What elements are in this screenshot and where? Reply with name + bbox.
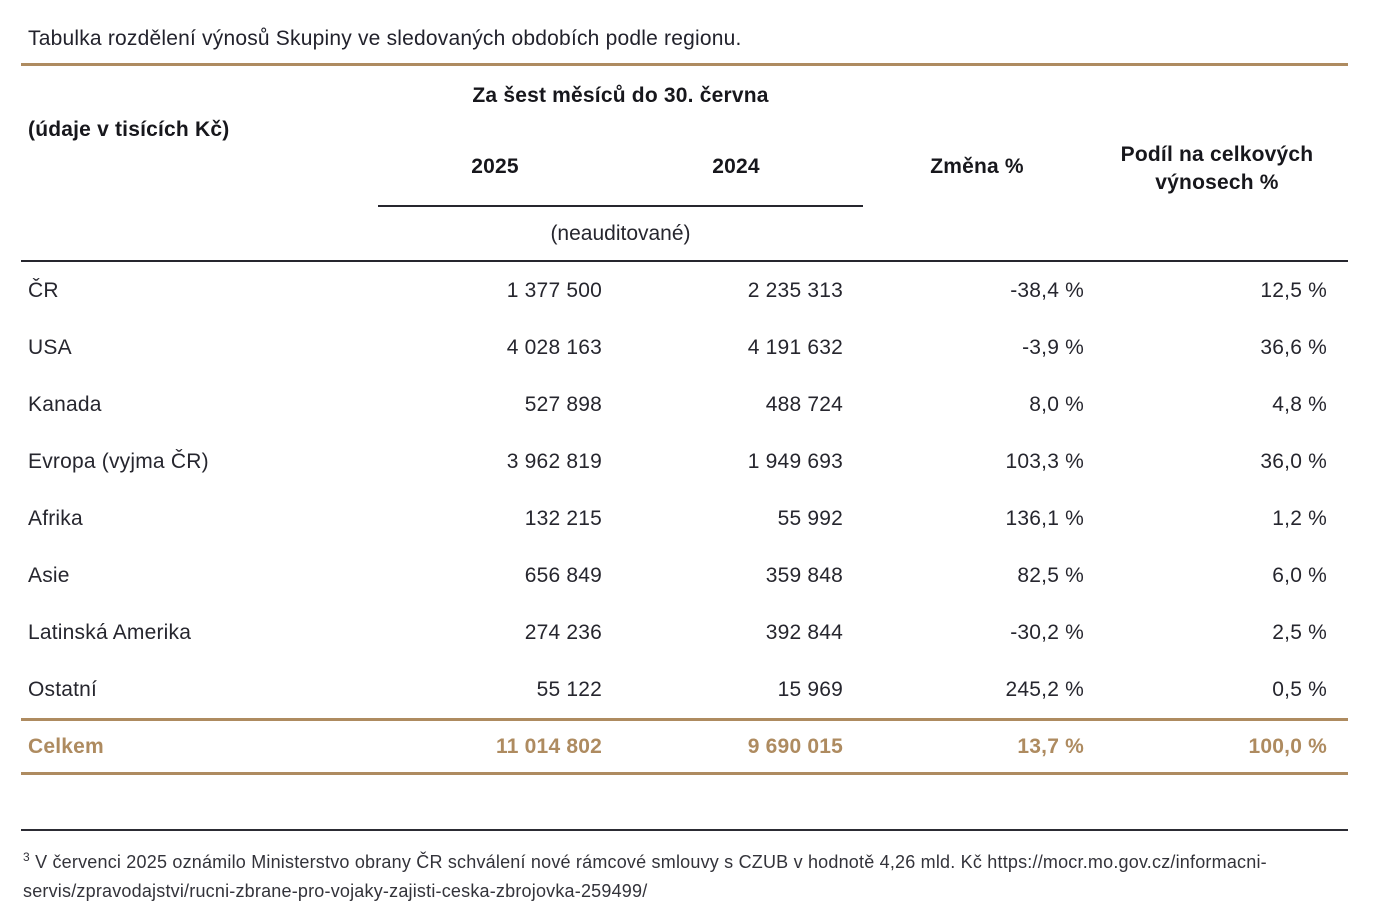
footnote: 3 V červenci 2025 oznámilo Ministerstvo … — [21, 843, 1348, 906]
value-2025-cell: 656 849 — [524, 563, 602, 587]
table-row: Asie 656 849 359 848 82,5 % 6,0 % — [21, 547, 1348, 604]
period-columns-underline — [378, 205, 863, 207]
region-cell: Asie — [28, 563, 70, 587]
value-2025-cell: 3 962 819 — [506, 449, 602, 473]
value-2025-cell: 132 215 — [524, 506, 602, 530]
units-label: (údaje v tisících Kč) — [28, 118, 230, 141]
change-cell: 82,5 % — [1017, 563, 1084, 587]
total-share-cell: 100,0 % — [1248, 734, 1327, 758]
table-caption: Tabulka rozdělení výnosů Skupiny ve sled… — [28, 27, 742, 50]
column-header-2025: 2025 — [471, 155, 519, 178]
region-cell: Afrika — [28, 506, 83, 530]
value-2025-cell: 527 898 — [524, 392, 602, 416]
value-2025-cell: 274 236 — [524, 620, 602, 644]
share-cell: 36,6 % — [1260, 335, 1327, 359]
period-header: Za šest měsíců do 30. června — [472, 84, 769, 107]
region-cell: Kanada — [28, 392, 102, 416]
share-cell: 6,0 % — [1272, 563, 1327, 587]
value-2024-cell: 55 992 — [777, 506, 843, 530]
table-row: ČR 1 377 500 2 235 313 -38,4 % 12,5 % — [21, 262, 1348, 319]
table-row: Ostatní 55 122 15 969 245,2 % 0,5 % — [21, 661, 1348, 718]
region-cell: Ostatní — [28, 677, 98, 701]
share-cell: 4,8 % — [1272, 392, 1327, 416]
total-2025-cell: 11 014 802 — [496, 734, 602, 758]
value-2025-cell: 1 377 500 — [506, 278, 602, 302]
total-2024-cell: 9 690 015 — [747, 734, 843, 758]
region-cell: Latinská Amerika — [28, 620, 192, 644]
table-row: Afrika 132 215 55 992 136,1 % 1,2 % — [21, 490, 1348, 547]
table-row: Kanada 527 898 488 724 8,0 % 4,8 % — [21, 376, 1348, 433]
column-header-2024: 2024 — [712, 155, 760, 178]
change-cell: 8,0 % — [1029, 392, 1084, 416]
share-cell: 2,5 % — [1272, 620, 1327, 644]
table-row: USA 4 028 163 4 191 632 -3,9 % 36,6 % — [21, 319, 1348, 376]
table-header: Za šest měsíců do 30. června (údaje v ti… — [21, 66, 1348, 260]
column-header-change: Změna % — [930, 155, 1024, 178]
table-row: Evropa (vyjma ČR) 3 962 819 1 949 693 10… — [21, 433, 1348, 490]
column-header-share: Podíl na celkových výnosech % — [1120, 143, 1314, 194]
region-cell: Evropa (vyjma ČR) — [28, 449, 209, 473]
footnote-divider — [21, 829, 1348, 831]
value-2024-cell: 2 235 313 — [747, 278, 843, 302]
top-divider — [21, 63, 1348, 66]
unaudited-note: (neauditované) — [550, 222, 691, 245]
change-cell: 103,3 % — [1005, 449, 1084, 473]
header-body-divider — [21, 260, 1348, 262]
total-change-cell: 13,7 % — [1017, 734, 1084, 758]
value-2024-cell: 4 191 632 — [747, 335, 843, 359]
total-label: Celkem — [28, 734, 104, 758]
total-top-divider — [21, 718, 1348, 721]
value-2025-cell: 4 028 163 — [506, 335, 602, 359]
share-cell: 36,0 % — [1260, 449, 1327, 473]
table-body: ČR 1 377 500 2 235 313 -38,4 % 12,5 % US… — [21, 262, 1348, 718]
change-cell: 245,2 % — [1005, 677, 1084, 701]
value-2024-cell: 392 844 — [765, 620, 843, 644]
change-cell: -38,4 % — [1010, 278, 1084, 302]
total-row: Celkem 11 014 802 9 690 015 13,7 % 100,0… — [21, 721, 1348, 772]
share-cell: 0,5 % — [1272, 677, 1327, 701]
region-cell: ČR — [28, 278, 59, 302]
change-cell: 136,1 % — [1005, 506, 1084, 530]
footnote-text: V červenci 2025 oznámilo Ministerstvo ob… — [35, 852, 988, 872]
share-cell: 12,5 % — [1260, 278, 1327, 302]
total-bottom-divider — [21, 772, 1348, 775]
value-2024-cell: 15 969 — [777, 677, 843, 701]
footnote-link[interactable]: https://mocr.mo.gov.cz/informacni-servis… — [23, 852, 1267, 901]
revenue-table-section: Tabulka rozdělení výnosů Skupiny ve sled… — [21, 0, 1348, 906]
footnote-marker: 3 — [23, 850, 30, 864]
share-cell: 1,2 % — [1272, 506, 1327, 530]
region-cell: USA — [28, 335, 72, 359]
value-2025-cell: 55 122 — [536, 677, 602, 701]
value-2024-cell: 359 848 — [765, 563, 843, 587]
value-2024-cell: 1 949 693 — [747, 449, 843, 473]
value-2024-cell: 488 724 — [765, 392, 843, 416]
change-cell: -3,9 % — [1022, 335, 1084, 359]
table-row: Latinská Amerika 274 236 392 844 -30,2 %… — [21, 604, 1348, 661]
change-cell: -30,2 % — [1010, 620, 1084, 644]
